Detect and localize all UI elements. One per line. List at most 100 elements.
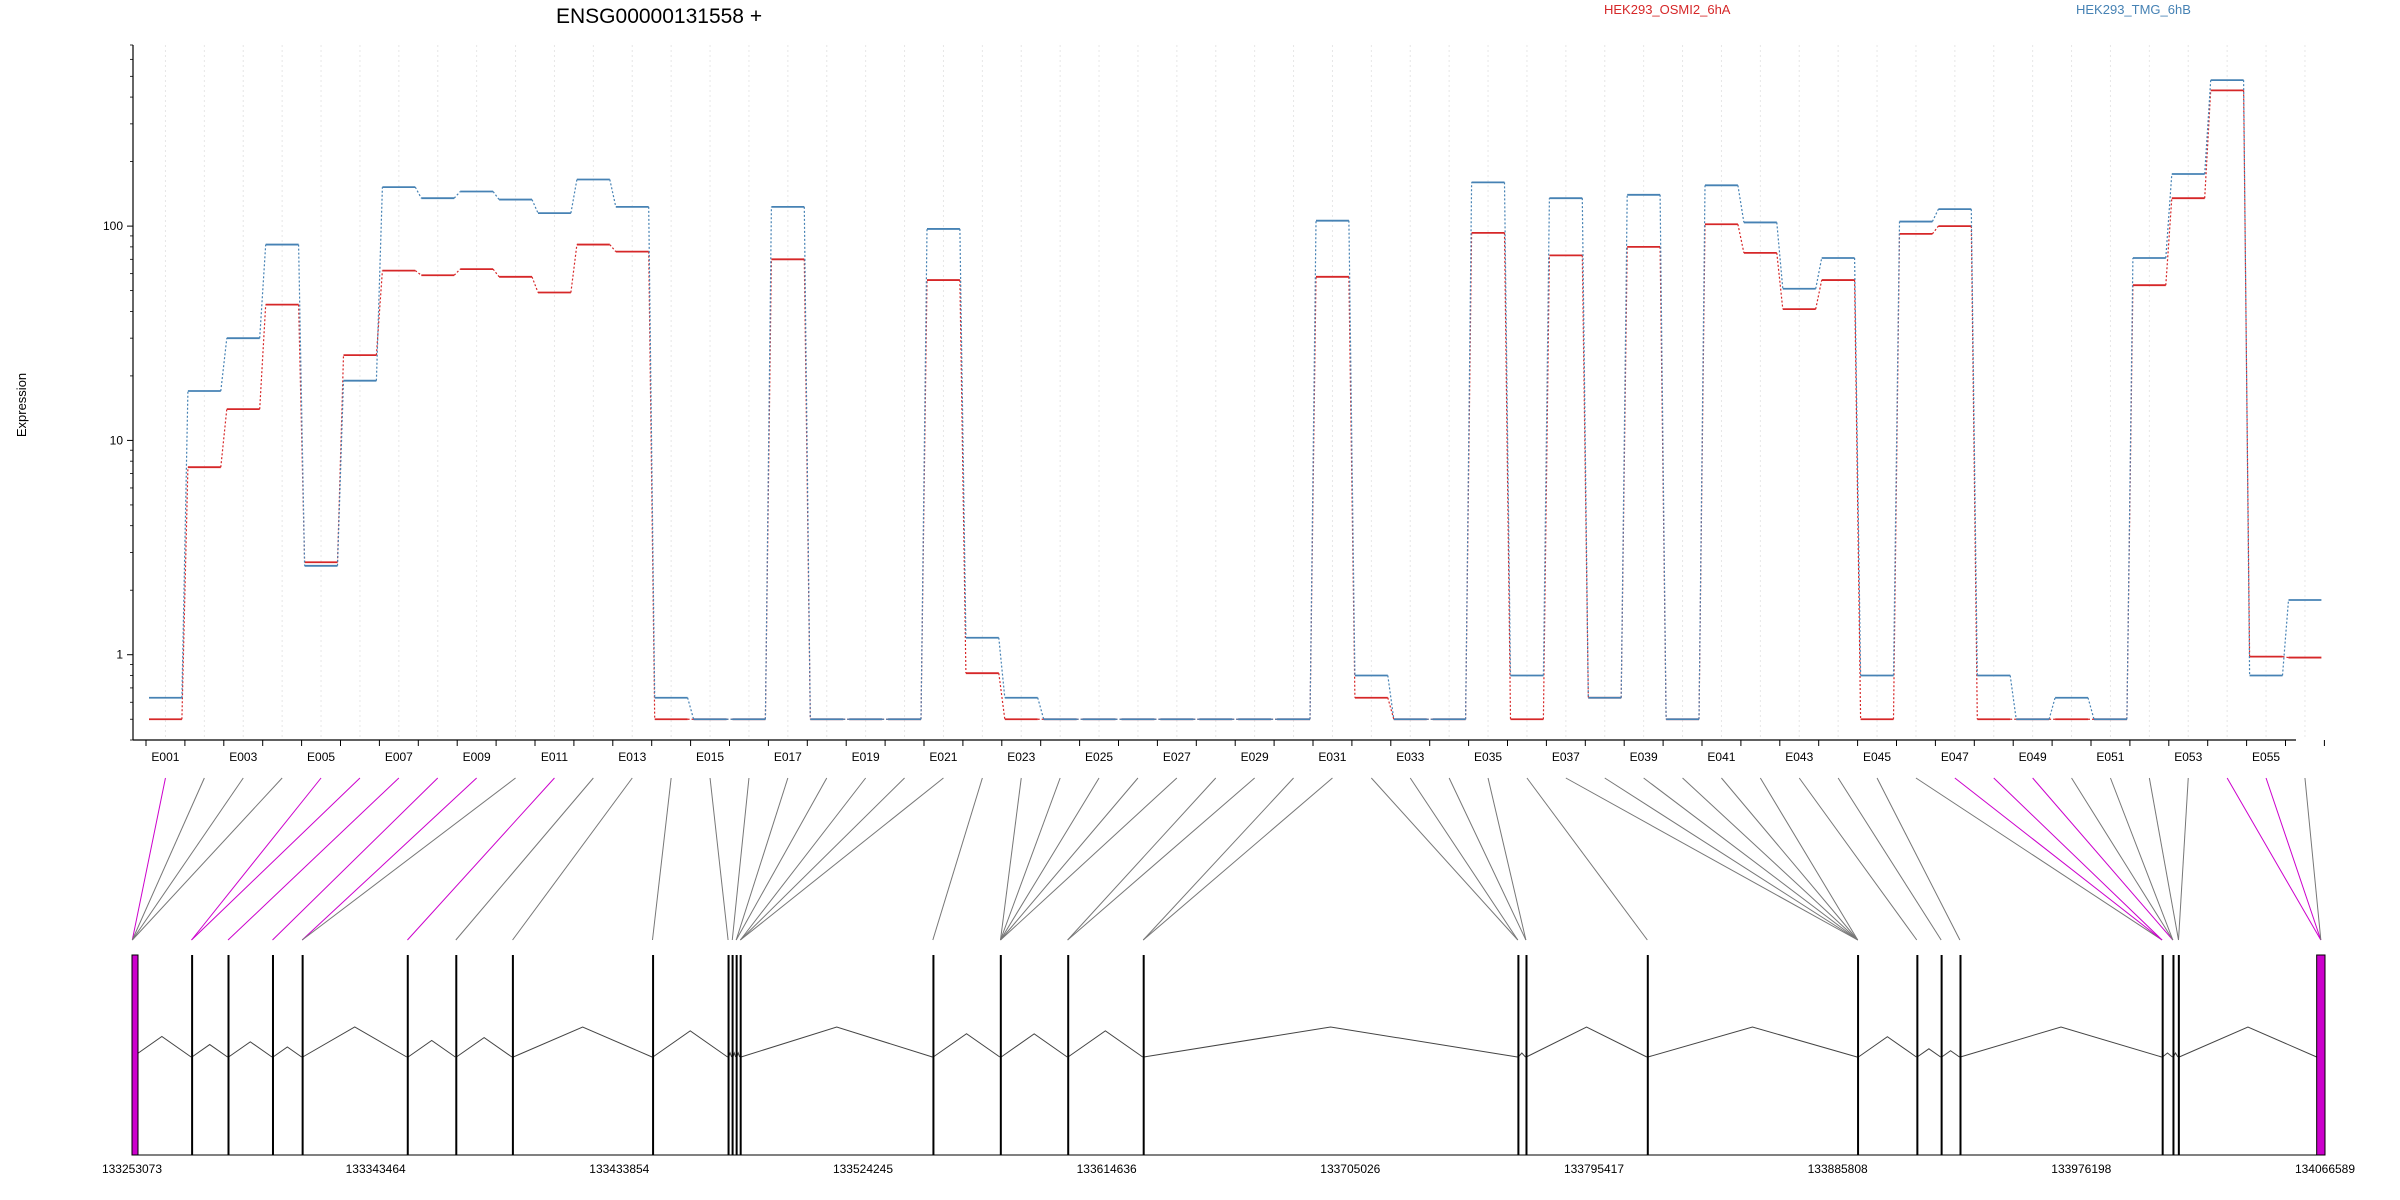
series-join [2204, 90, 2212, 199]
exon-connector [735, 777, 789, 941]
intron-line [2162, 1052, 2173, 1058]
intron-line [1517, 1052, 1526, 1058]
series-join [1465, 182, 1473, 720]
x-tick-label: E013 [618, 750, 646, 764]
exon-connector [1000, 777, 1178, 941]
exon-connector [1798, 777, 1918, 941]
intron-line [740, 1026, 933, 1058]
series-join [375, 187, 383, 381]
series-join [959, 228, 967, 638]
legend-entry-osmi2: HEK293_OSMI2_6hA [1604, 2, 1731, 17]
exon-connector [2032, 777, 2174, 941]
series-join [1892, 221, 1901, 676]
intron-line [1941, 1050, 1960, 1058]
intron-line [513, 1026, 653, 1058]
series-join [998, 673, 1006, 720]
exon-block [271, 955, 274, 1155]
exon-connector [1067, 777, 1217, 941]
y-tick-label: 10 [110, 433, 124, 447]
series-join [570, 179, 578, 214]
exon-block [2172, 955, 2175, 1155]
genomic-tick-label: 133433854 [589, 1162, 649, 1176]
exon-connector [131, 777, 244, 941]
exon-block [1525, 955, 1528, 1155]
exon-connector [1000, 777, 1061, 941]
exon-connector [932, 777, 983, 941]
exon-connector [1993, 777, 2163, 941]
series-join [1931, 208, 1939, 222]
series-layer [149, 79, 2322, 721]
series-join [1542, 198, 1550, 676]
series-join [298, 244, 306, 566]
genomic-ticks: 133253073 133343464 133433854 133524245 1336… [102, 1162, 2355, 1176]
genomic-tick-label: 133253073 [102, 1162, 162, 1176]
exon-block [1857, 955, 1860, 1155]
exon-block [2316, 954, 2326, 1156]
series-join [1659, 194, 1667, 720]
x-tick-label: E049 [2019, 750, 2047, 764]
exon-block [2177, 955, 2180, 1155]
exon-connector [735, 777, 828, 941]
exon-block [1959, 955, 1962, 1155]
exon-block [1067, 955, 1070, 1155]
x-tick-label: E009 [463, 750, 491, 764]
x-tick-label: E041 [1707, 750, 1735, 764]
series-join [1931, 225, 1939, 235]
series-join [687, 697, 695, 720]
exon-block [652, 955, 655, 1155]
x-tick-label: E031 [1318, 750, 1346, 764]
series-join [764, 206, 772, 720]
gridlines [164, 45, 2306, 740]
exon-connectors [131, 777, 2322, 941]
intron-line [652, 1030, 728, 1058]
exon-connector [1837, 777, 1942, 941]
exon-connector [2226, 777, 2322, 941]
series-join [492, 268, 500, 278]
exon-connector [1142, 777, 1294, 941]
x-tick-label: E055 [2252, 750, 2280, 764]
x-tick-label: E039 [1630, 750, 1658, 764]
exon-connector [740, 777, 944, 941]
exon-connector [1565, 777, 1858, 941]
series-join [181, 391, 189, 698]
series-join [336, 355, 345, 563]
y-tick-label: 1 [116, 648, 123, 662]
intron-line [1143, 1026, 1518, 1058]
series-join [492, 191, 500, 200]
x-tick-label: E001 [151, 750, 179, 764]
series-join [1815, 257, 1823, 289]
genomic-tick-label: 133614636 [1077, 1162, 1137, 1176]
series-join [1815, 279, 1823, 310]
x-tick-label: E043 [1785, 750, 1813, 764]
x-tick-label: E047 [1941, 750, 1969, 764]
x-tick-label: E053 [2174, 750, 2202, 764]
exon-block [131, 954, 139, 1156]
exon-connector [651, 777, 672, 941]
series-join [1698, 185, 1706, 720]
series-join [2009, 675, 2017, 720]
exon-connector [227, 777, 400, 941]
exon-connector [131, 777, 166, 941]
exon-connector [2178, 777, 2189, 941]
exon-block [727, 955, 730, 1155]
x-tick-label: E005 [307, 750, 335, 764]
exon-connector [999, 777, 1022, 941]
intron-line [1916, 1048, 1941, 1058]
x-axis-ticks: E001 E003 E005 E007 E009 E011 E013 E015 E017 E019… [145, 740, 2325, 764]
series-join [609, 179, 617, 207]
series-join [336, 380, 345, 566]
exon-block [1142, 955, 1145, 1155]
series-join [1620, 194, 1628, 698]
exon-connector [455, 777, 594, 941]
intron-line [1526, 1026, 1648, 1058]
series-osmi2 [149, 89, 2322, 721]
exon-connector [131, 777, 283, 941]
intron-line [456, 1036, 513, 1058]
exon-connector [131, 777, 205, 941]
exon-connector [1643, 777, 1859, 941]
series-join [1737, 185, 1745, 223]
genomic-tick-label: 133524245 [833, 1162, 893, 1176]
series-tmg [149, 79, 2322, 721]
series-join [2126, 257, 2134, 720]
